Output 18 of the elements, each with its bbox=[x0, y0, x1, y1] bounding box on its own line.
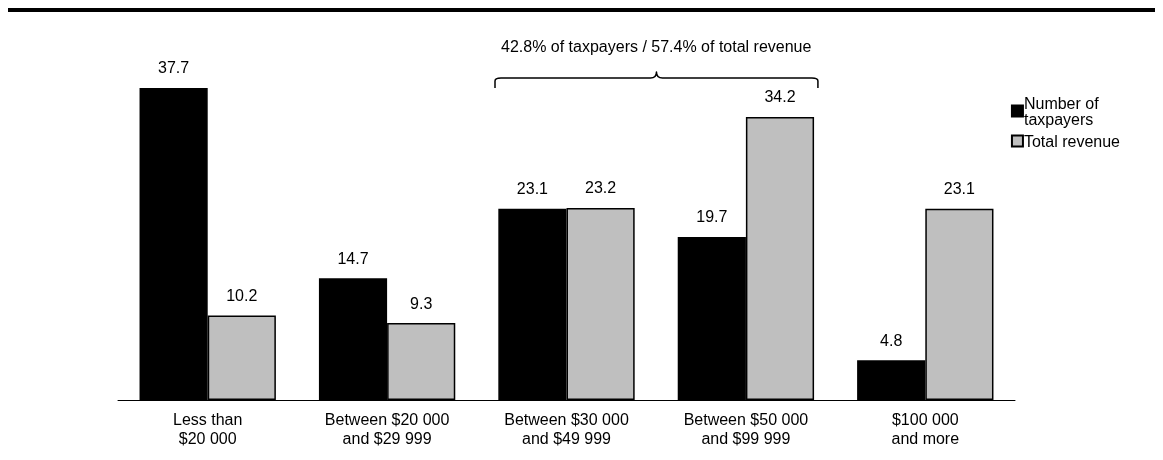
x-tick-label: $100 000 and more bbox=[891, 411, 960, 447]
data-label: 19.7 bbox=[696, 208, 728, 226]
legend-label: Number of taxpayers bbox=[1023, 94, 1104, 128]
legend-label: Total revenue bbox=[1023, 132, 1121, 150]
x-tick-label: Less than $20 000 bbox=[173, 411, 243, 447]
data-label: 23.2 bbox=[585, 179, 617, 197]
text: 42.8% of taxpayers / 57.4% of total revenue bbox=[500, 37, 812, 55]
x-tick-label: Between $20 000 and $29 999 bbox=[324, 411, 450, 447]
x-tick-label: Between $30 000 and $49 999 bbox=[504, 411, 629, 447]
data-label: 23.1 bbox=[516, 180, 549, 198]
data-label: 4.8 bbox=[880, 331, 903, 349]
data-label: 14.7 bbox=[337, 249, 369, 267]
data-label: 34.2 bbox=[764, 88, 796, 106]
x-tick-label: Between $50 000 and $99 999 bbox=[683, 411, 809, 447]
data-label: 37.7 bbox=[158, 59, 190, 77]
data-label: 23.1 bbox=[943, 180, 976, 198]
data-label: 10.2 bbox=[226, 287, 258, 305]
data-label: 9.3 bbox=[410, 294, 433, 312]
